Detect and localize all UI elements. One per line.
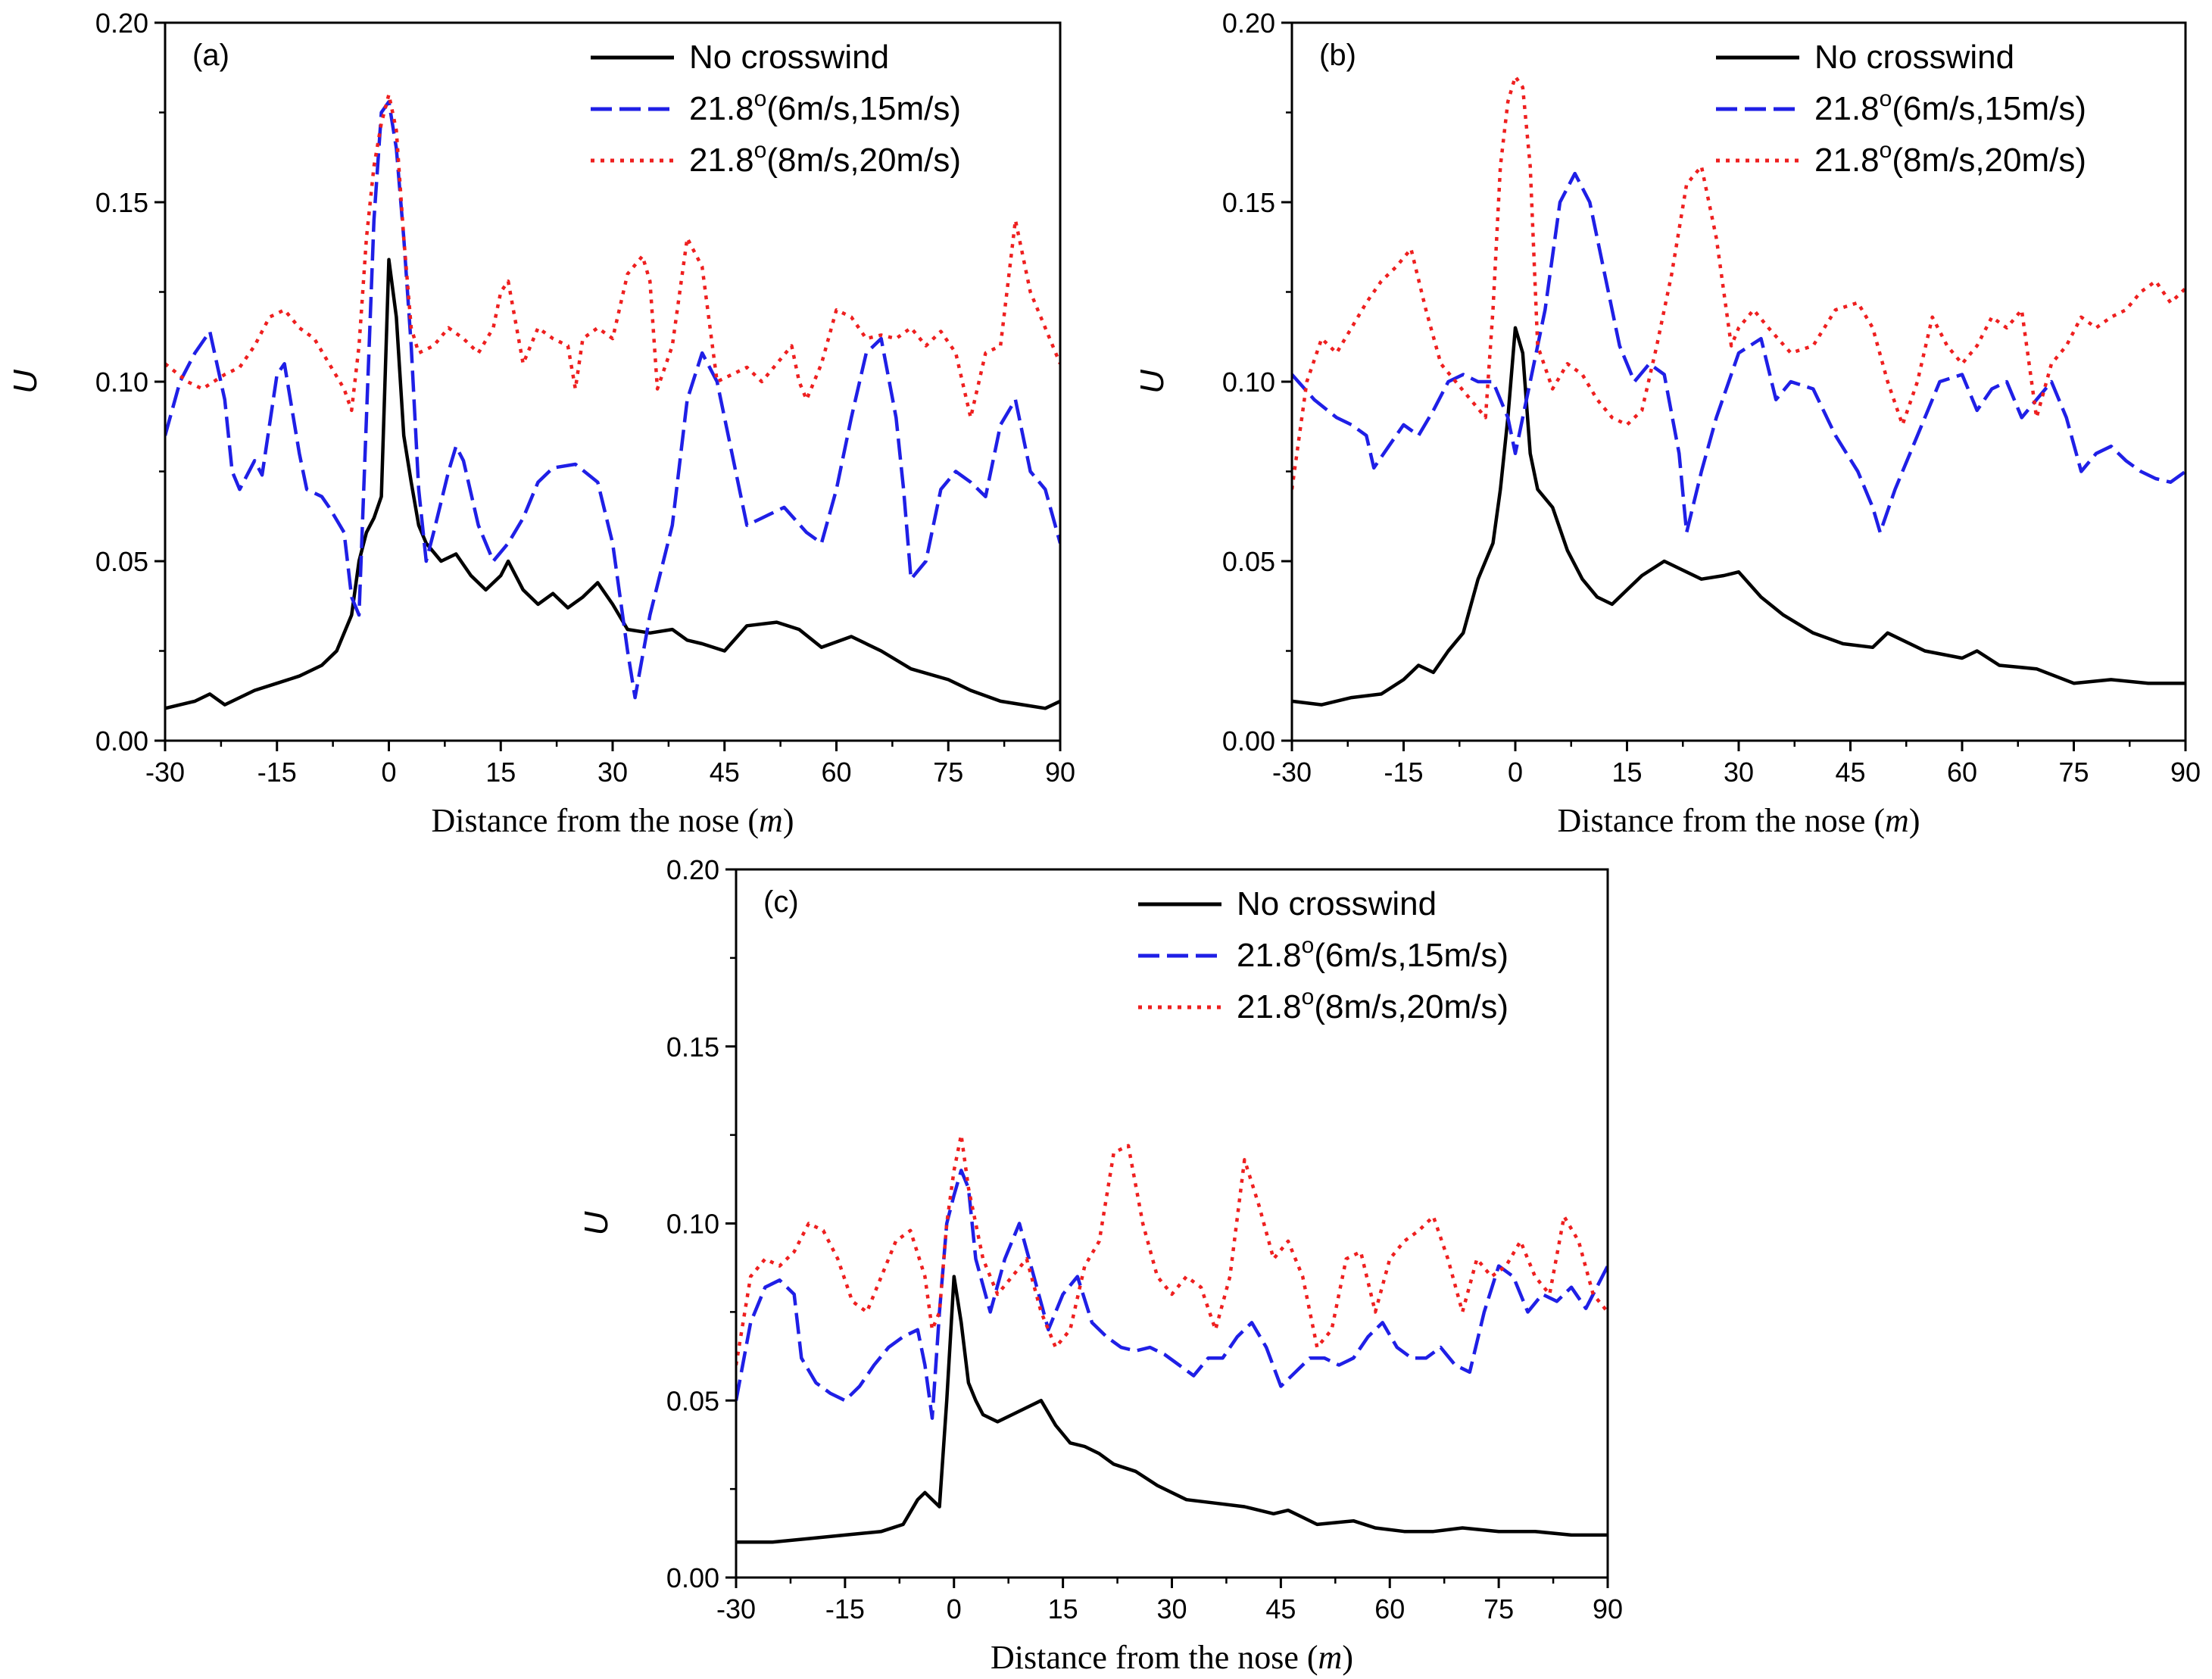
- x-tick-label: -30: [716, 1593, 756, 1624]
- x-tick-label: 30: [1156, 1593, 1187, 1624]
- x-tick-label: 15: [1611, 757, 1642, 788]
- panel-label: (b): [1319, 39, 1356, 72]
- panel-c: -30 -15 0 15 30 45 60 75 90 0.00 0.05 0.10 0.15 0.20 (…: [578, 854, 1623, 1676]
- x-tick-label: -30: [145, 757, 185, 788]
- x-tick-label: 30: [597, 757, 628, 788]
- x-tick-label: 0: [381, 757, 396, 788]
- y-axis-label: U: [1134, 370, 1171, 394]
- x-tick-label: -15: [1384, 757, 1423, 788]
- x-tick-label: 75: [2058, 757, 2089, 788]
- legend-entry-2: 21.8o(6m/s,15m/s): [1237, 933, 1508, 974]
- series-line-2: [1292, 171, 2185, 535]
- legend-entry-3: 21.8o(8m/s,20m/s): [1814, 138, 2086, 179]
- legend-entry-1: No crosswind: [689, 39, 889, 76]
- panel-b: -30 -15 0 15 30 45 60 75 90 0.00 0.05 0.10 0.15 0.20 (…: [1134, 8, 2201, 839]
- x-tick-label: 0: [947, 1593, 962, 1624]
- legend-entry-2: 21.8o(6m/s,15m/s): [689, 86, 961, 127]
- y-tick-label: 0.15: [666, 1031, 719, 1063]
- series-line-2: [736, 1169, 1608, 1420]
- x-tick-label: 45: [1265, 1593, 1296, 1624]
- series-line-3: [736, 1133, 1608, 1365]
- x-axis-label: Distance from the nose (m): [432, 802, 794, 839]
- x-axis-label-text: Distance from the nose: [991, 1639, 1299, 1676]
- x-tick-label: 75: [1484, 1593, 1514, 1624]
- y-tick-label: 0.10: [95, 367, 148, 398]
- x-tick-label: -15: [257, 757, 297, 788]
- x-tick-label: 15: [485, 757, 516, 788]
- x-tick-label: -30: [1272, 757, 1312, 788]
- x-tick-label: 90: [2170, 757, 2201, 788]
- y-tick-label: 0.15: [95, 187, 148, 218]
- series-line-1: [1292, 326, 2185, 707]
- x-tick-label: 75: [933, 757, 963, 788]
- x-tick-label: 15: [1048, 1593, 1078, 1624]
- series-line-1: [736, 1275, 1608, 1544]
- y-axis-label: U: [7, 370, 44, 394]
- x-axis-label: Distance from the nose (m): [1558, 802, 1920, 839]
- y-tick-label: 0.20: [95, 8, 148, 39]
- y-tick-label: 0.20: [666, 854, 719, 885]
- x-tick-label: -15: [825, 1593, 865, 1624]
- x-tick-label: 45: [710, 757, 740, 788]
- x-tick-label: 60: [821, 757, 851, 788]
- x-tick-label: 0: [1508, 757, 1523, 788]
- y-tick-label: 0.10: [1222, 367, 1275, 398]
- x-tick-label: 45: [1835, 757, 1865, 788]
- plot-frame: [164, 21, 1062, 742]
- series-line-2: [165, 100, 1060, 700]
- legend-entry-1: No crosswind: [1237, 885, 1437, 922]
- series-line-3: [165, 92, 1060, 420]
- x-tick-label: 90: [1593, 1593, 1623, 1624]
- x-axis-label-text: Distance from the nose: [1558, 802, 1866, 839]
- legend-entry-3: 21.8o(8m/s,20m/s): [1237, 985, 1508, 1025]
- x-tick-label: 60: [1947, 757, 1977, 788]
- y-tick-label: 0.20: [1222, 8, 1275, 39]
- panel-label: (a): [192, 39, 229, 72]
- panel-a: -30 -15 0 15 30 45 60 75 90 0.00 0.05 0.10 0.15 0.20 (…: [7, 8, 1075, 839]
- x-tick-label: 60: [1374, 1593, 1405, 1624]
- legend-entry-1: No crosswind: [1814, 39, 2014, 76]
- series-line-3: [1292, 74, 2185, 490]
- plot-frame: [735, 868, 1609, 1579]
- y-tick-label: 0.10: [666, 1209, 719, 1240]
- x-axis-label-text: Distance from the nose: [432, 802, 740, 839]
- y-tick-label: 0.05: [666, 1385, 719, 1416]
- x-tick-label: 30: [1724, 757, 1754, 788]
- x-axis-unit: m: [1318, 1639, 1343, 1676]
- x-axis-unit: m: [759, 802, 783, 839]
- legend-entry-3: 21.8o(8m/s,20m/s): [689, 138, 961, 179]
- y-tick-label: 0.00: [95, 726, 148, 757]
- series-line-1: [165, 257, 1060, 710]
- y-tick-label: 0.05: [1222, 546, 1275, 577]
- x-tick-label: 90: [1045, 757, 1075, 788]
- panel-label: (c): [763, 885, 799, 919]
- y-tick-label: 0.00: [1222, 726, 1275, 757]
- x-axis-label: Distance from the nose (m): [991, 1639, 1353, 1676]
- y-axis-label: U: [578, 1211, 615, 1235]
- y-tick-label: 0.00: [666, 1562, 719, 1593]
- x-axis-unit: m: [1885, 802, 1909, 839]
- y-tick-label: 0.15: [1222, 187, 1275, 218]
- y-tick-label: 0.05: [95, 546, 148, 577]
- legend-entry-2: 21.8o(6m/s,15m/s): [1814, 86, 2086, 127]
